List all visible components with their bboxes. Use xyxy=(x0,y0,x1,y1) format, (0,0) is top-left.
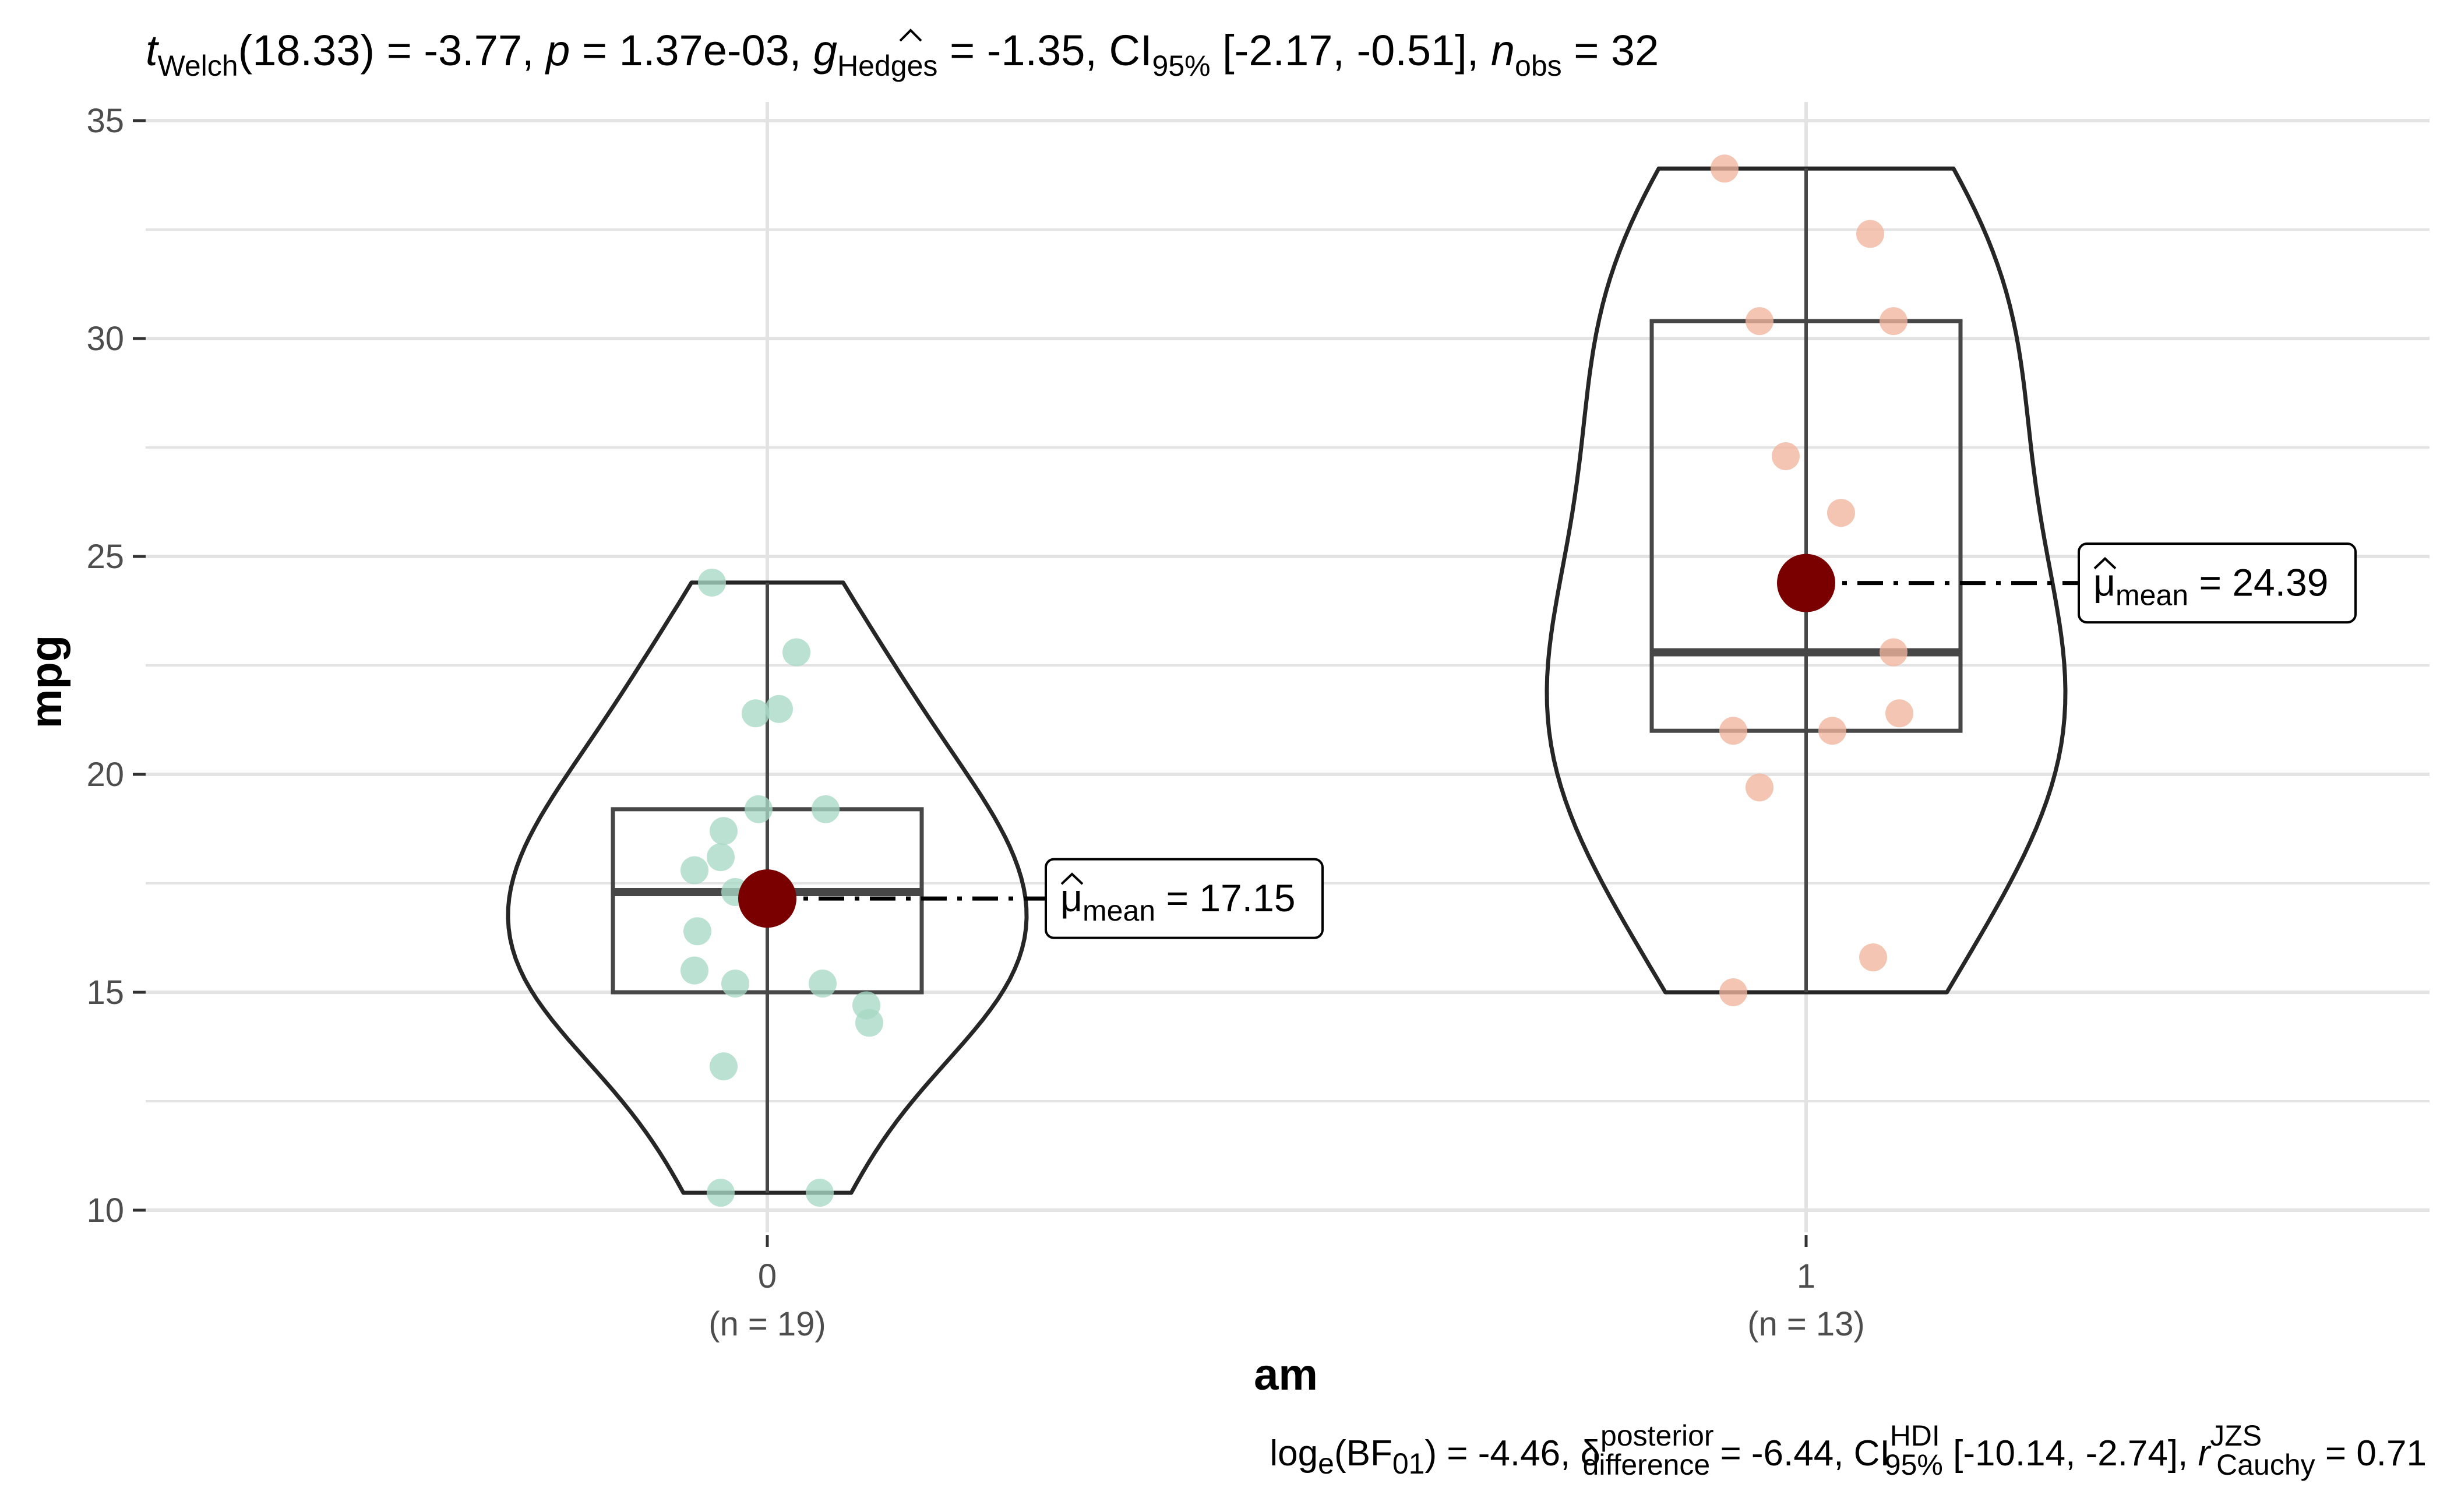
data-point-0 xyxy=(710,817,738,845)
data-point-1 xyxy=(1818,717,1846,745)
caption-r-sub: Cauchy xyxy=(2216,1448,2315,1481)
caption-bf-value: ) = -4.46, xyxy=(1425,1433,1580,1474)
x-tick-n-label: (n = 19) xyxy=(708,1305,826,1343)
subtitle-n-sub: obs xyxy=(1515,50,1562,82)
x-tick-label: 0 xyxy=(758,1257,777,1295)
subtitle-g-label: g xyxy=(813,26,837,75)
caption-delta-value: = -6.44, CI xyxy=(1710,1433,1889,1474)
data-point-1 xyxy=(1827,499,1855,527)
caption-log-sub: e xyxy=(1318,1447,1334,1480)
subtitle-g-sub: Hedges xyxy=(837,50,937,82)
data-point-1 xyxy=(1772,442,1800,470)
mean-hat-0 xyxy=(1060,872,1084,885)
y-tick-label: 35 xyxy=(86,102,124,140)
data-point-0 xyxy=(812,795,840,823)
subtitle-df: (18.33) xyxy=(238,26,375,75)
data-point-0 xyxy=(745,795,773,823)
y-tick-label: 25 xyxy=(86,538,124,576)
violin-1 xyxy=(1545,166,2068,995)
violin-0 xyxy=(506,580,1029,1195)
mean-label-box-1 xyxy=(2078,542,2357,624)
mean-label-box-0 xyxy=(1045,858,1324,939)
y-tick-label: 10 xyxy=(86,1192,124,1229)
y-axis-title: mpg xyxy=(22,635,71,728)
data-point-1 xyxy=(1880,638,1907,667)
caption-bf-sub: 01 xyxy=(1392,1447,1425,1480)
data-point-0 xyxy=(680,856,708,884)
subtitle-g-hat xyxy=(899,29,922,42)
data-point-0 xyxy=(707,1179,735,1207)
data-point-1 xyxy=(1719,717,1747,745)
caption-bf: (BF xyxy=(1334,1433,1392,1474)
caption-delta-sup: posterior xyxy=(1600,1419,1714,1452)
caption-delta: δ xyxy=(1581,1433,1601,1474)
caption-ci-value: [-10.14, -2.74], xyxy=(1943,1433,2198,1474)
subtitle-n-value: = 32 xyxy=(1562,26,1659,75)
caption-ci-sup: HDI xyxy=(1890,1419,1940,1452)
data-point-0 xyxy=(721,970,749,998)
means: μmean = 17.15 μmean = 24.39 xyxy=(738,542,2357,939)
data-point-1 xyxy=(1880,307,1907,336)
subtitle-p-label: p xyxy=(545,26,570,75)
data-point-0 xyxy=(855,1009,883,1037)
data-point-0 xyxy=(742,699,770,728)
mean-label-0: μmean = 17.15 xyxy=(1060,876,1296,927)
subtitle-p-value: = 1.37e-03, xyxy=(570,26,813,75)
mean-point-1 xyxy=(1777,554,1835,612)
subtitle-ci-value: [-2.17, -0.51], xyxy=(1211,26,1491,75)
data-point-1 xyxy=(1711,154,1739,183)
chart-subtitle: tWelch(18.33) = -3.77, p = 1.37e-03, gHe… xyxy=(146,26,1659,82)
violins xyxy=(506,166,2068,1195)
data-point-1 xyxy=(1859,943,1887,972)
x-tick-n-label: (n = 13) xyxy=(1747,1305,1865,1343)
data-point-0 xyxy=(680,956,708,985)
data-point-0 xyxy=(782,638,810,667)
data-point-0 xyxy=(806,1179,834,1207)
caption-delta-sub: difference xyxy=(1583,1448,1711,1481)
x-axis-title: am xyxy=(1254,1350,1318,1400)
data-point-1 xyxy=(1746,307,1773,336)
subtitle-ci-sub: 95% xyxy=(1152,50,1211,82)
subtitle-n-label: n xyxy=(1491,26,1515,75)
subtitle-t-label: t xyxy=(146,26,160,75)
caption-r-sup: JZS xyxy=(2210,1419,2262,1452)
caption-log: log xyxy=(1270,1433,1318,1474)
data-point-1 xyxy=(1856,220,1884,248)
mean-label-1: μmean = 24.39 xyxy=(2093,561,2329,612)
subtitle-g-value: = -1.35, CI xyxy=(937,26,1152,75)
axes: 10 15 20 25 30 35 0 (n = 19) 1 (n = 13) xyxy=(86,29,1865,1343)
mean-point-0 xyxy=(738,869,796,928)
data-point-1 xyxy=(1746,773,1773,802)
subtitle-t-sub: Welch xyxy=(158,50,238,82)
y-tick-label: 20 xyxy=(86,756,124,794)
data-point-1 xyxy=(1719,978,1747,1006)
data-point-0 xyxy=(710,1052,738,1081)
data-point-0 xyxy=(698,568,726,597)
data-point-0 xyxy=(707,843,735,872)
caption-ci-sub: 95% xyxy=(1885,1448,1943,1481)
mean-hat-1 xyxy=(2093,556,2117,570)
y-tick-label: 15 xyxy=(86,974,124,1011)
caption-r-value: = 0.71 xyxy=(2315,1433,2427,1474)
data-points xyxy=(680,154,1913,1207)
data-point-0 xyxy=(765,695,793,723)
chart-caption: loge(BF01) = -4.46, δposterior difference… xyxy=(1270,1419,2427,1481)
data-point-0 xyxy=(809,970,837,998)
boxplots xyxy=(611,168,1963,1193)
data-point-0 xyxy=(683,917,711,946)
y-tick-label: 30 xyxy=(86,320,124,358)
data-point-1 xyxy=(1885,699,1913,728)
caption-r-label: r xyxy=(2198,1433,2212,1474)
x-tick-label: 1 xyxy=(1797,1257,1815,1295)
subtitle-t-value: = -3.77, xyxy=(375,26,546,75)
